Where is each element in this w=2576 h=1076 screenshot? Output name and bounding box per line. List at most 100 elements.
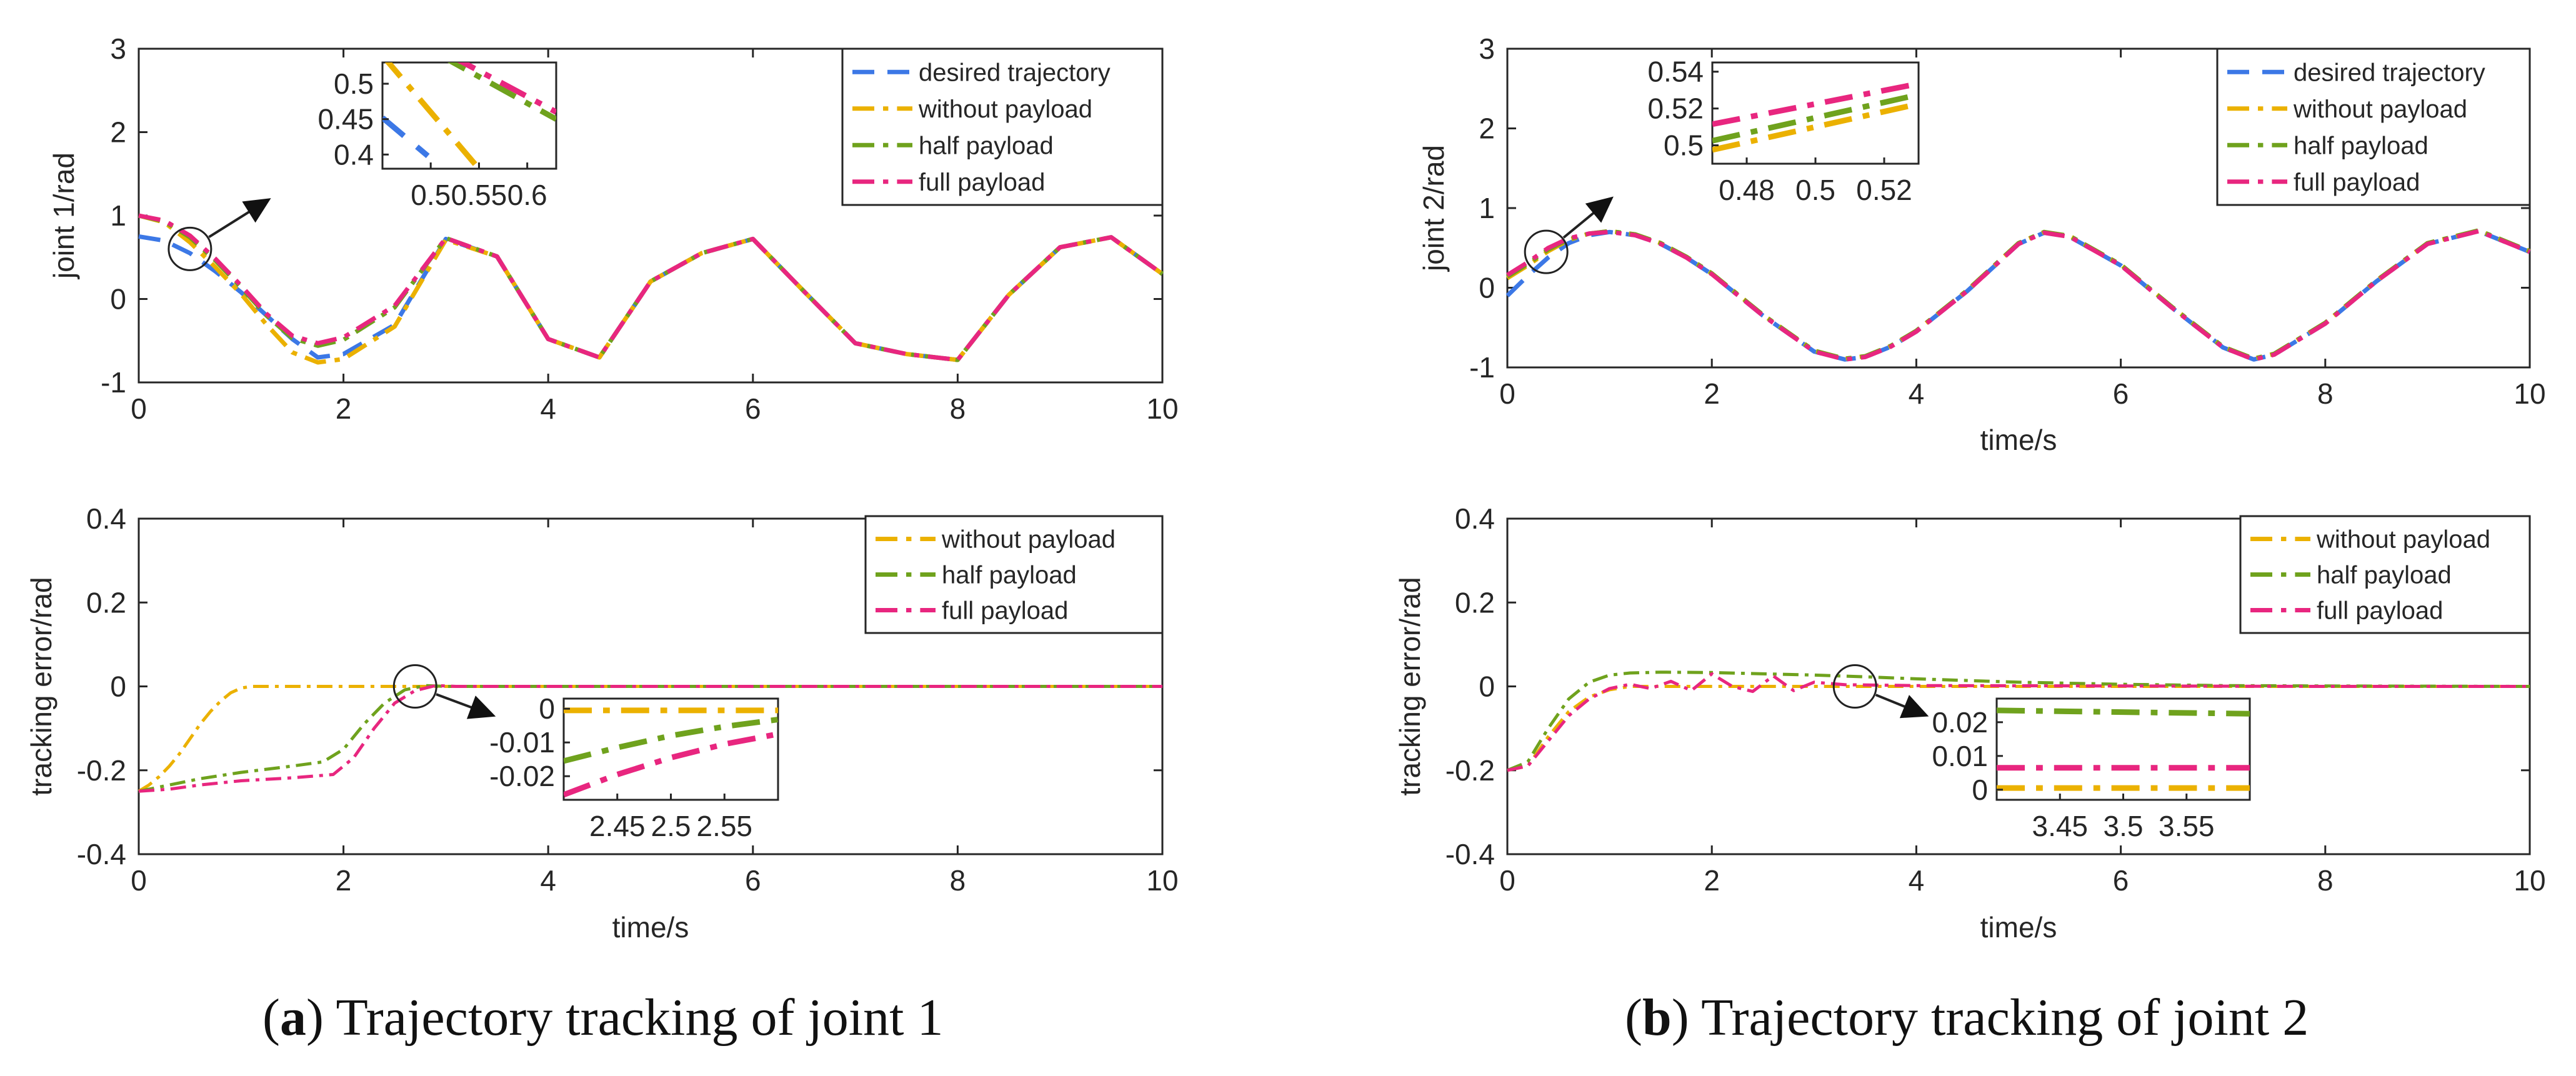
- x-tick-label: 10: [2514, 864, 2545, 897]
- y-tick-label: 0: [1479, 272, 1495, 304]
- legend-box: [864, 515, 1164, 634]
- x-axis-label: time/s: [612, 911, 689, 944]
- zoom-arrow-head: [466, 695, 496, 719]
- caption-a: (a) Trajectory tracking of joint 1: [262, 989, 944, 1047]
- inset-y-tick-label: 0.5: [334, 67, 374, 100]
- inset-x-tick-label: 3.45: [2032, 810, 2088, 842]
- series-line-full: [1506, 229, 2531, 362]
- zoom-arrow-head: [1585, 196, 1614, 223]
- legend-entry-without: without payload: [2316, 526, 2490, 554]
- inset-y-tick-label: 0.4: [334, 138, 374, 171]
- inset-y-tick-label: -0.02: [489, 760, 555, 792]
- legend-entry-half: half payload: [919, 132, 1054, 159]
- x-tick-label: 4: [1909, 864, 1925, 897]
- y-tick-label: -1: [1469, 351, 1495, 384]
- inset-y-tick-label: -0.01: [489, 726, 555, 759]
- inset-a-bottom: 2.45 2.5 2.55 0-0.01-0.02: [489, 692, 779, 842]
- x-tick-label: 4: [1909, 377, 1925, 410]
- y-tick-label: 0.2: [1455, 586, 1495, 619]
- zoom-circle: [392, 664, 437, 709]
- x-tick-label: 10: [1146, 864, 1178, 897]
- y-axis-label: joint 2/rad: [1417, 145, 1450, 272]
- legend-entry-half: half payload: [2317, 562, 2452, 589]
- caption-a-text: Trajectory tracking of joint 1: [323, 989, 944, 1047]
- inset-x-tick-label: 2.45: [589, 810, 646, 842]
- series-line-full: [138, 684, 1162, 793]
- series-line-full: [1507, 672, 2530, 772]
- x-tick-label: 6: [745, 392, 761, 425]
- x-tick-label: 0: [131, 864, 147, 897]
- y-tick-label: 0.2: [86, 586, 126, 619]
- inset-x-tick-label: 0.48: [1719, 174, 1775, 206]
- legend-entry-half: half payload: [2294, 132, 2429, 159]
- y-tick-label: 1: [1479, 192, 1495, 224]
- series-line-full: [138, 213, 1164, 362]
- y-tick-label: -0.2: [77, 754, 126, 787]
- zoom-arrow: [1875, 694, 1910, 710]
- y-tick-label: 0: [110, 670, 126, 703]
- zoom-circle: [1832, 664, 1877, 709]
- inset-y-tick-label: 0.5: [1664, 129, 1704, 162]
- y-axis-label: tracking error/rad: [1394, 577, 1426, 795]
- x-tick-label: 6: [745, 864, 761, 897]
- y-tick-label: -0.2: [1445, 754, 1495, 787]
- x-tick-label: 0: [131, 392, 147, 425]
- inset-x-tick-label: 2.55: [696, 810, 752, 842]
- inset-b-bottom: 3.45 3.5 3.55 0.020.010: [1932, 697, 2251, 842]
- inset-y-tick-label: 0: [1972, 774, 1988, 806]
- legend-entry-half: half payload: [942, 562, 1077, 589]
- caption-b-text: Trajectory tracking of joint 2: [1689, 989, 2309, 1047]
- inset-series-half: [447, 62, 556, 122]
- zoom-circle: [1524, 229, 1569, 274]
- inset-y-tick-label: 0.02: [1932, 706, 1988, 739]
- inset-x-tick-label: 3.55: [2159, 810, 2215, 842]
- legend-entry-full: full payload: [2317, 597, 2443, 625]
- x-tick-label: 10: [1146, 392, 1178, 425]
- inset-lines: [564, 707, 778, 798]
- inset-x-tick-label: 0.6: [507, 179, 547, 211]
- x-axis-label: time/s: [1980, 424, 2057, 456]
- inset-box: [1995, 697, 2251, 801]
- series-line-half: [1507, 670, 2530, 772]
- inset-series-half: [1712, 92, 1919, 144]
- zoom-arrow: [208, 208, 254, 238]
- inset-box: [381, 61, 557, 170]
- y-tick-label: -0.4: [1445, 838, 1495, 870]
- y-tick-label: 2: [1479, 112, 1495, 145]
- x-tick-label: 8: [950, 864, 966, 897]
- inset-b-top: 0.48 0.5 0.52 0.54 0.52 0.5: [1647, 56, 1920, 206]
- caption-b: (b) Trajectory tracking of joint 2: [1625, 989, 2309, 1047]
- legend-entry-desired: desired trajectory: [2294, 59, 2485, 86]
- inset-a-top: 0.5 0.55 0.60.50.450.4: [317, 61, 557, 211]
- x-tick-label: 8: [950, 392, 966, 425]
- y-axis-label: tracking error/rad: [25, 577, 57, 795]
- chart-a-bottom: 0 2 4 6 8 10 -0.4 -0.2 0 0.2 0.4 time/s tracking err…: [25, 502, 1179, 944]
- legend-box: [841, 47, 1164, 206]
- inset-y-tick-label: 0.45: [317, 103, 374, 136]
- x-tick-label: 10: [2514, 377, 2545, 410]
- y-tick-label: 2: [110, 116, 126, 149]
- inset-series-without: [384, 62, 481, 169]
- inset-x-tick-label: 0.5: [411, 179, 451, 211]
- legend-entry-full: full payload: [2294, 169, 2420, 196]
- chart-b-bottom: 0 2 4 6 8 10 -0.4 -0.2 0 0.2 0.4 time/s tracking err…: [1394, 502, 2546, 944]
- y-tick-label: -1: [101, 366, 126, 399]
- legend-entry-full: full payload: [919, 169, 1045, 196]
- x-tick-label: 4: [540, 864, 556, 897]
- zoom-arrow: [436, 693, 477, 710]
- x-tick-label: 8: [2317, 377, 2334, 410]
- inset-lines: [382, 62, 556, 169]
- y-tick-label: 0: [110, 283, 126, 316]
- legend-box: [2239, 515, 2531, 634]
- legend-entry-full: full payload: [942, 597, 1068, 625]
- inset-x-tick-label: 0.52: [1856, 174, 1912, 206]
- legend-box: [2216, 47, 2531, 206]
- legend-entry-without: without payload: [918, 96, 1092, 123]
- x-tick-label: 8: [2317, 864, 2334, 897]
- y-tick-label: 1: [110, 199, 126, 232]
- inset-series-full: [564, 731, 778, 798]
- inset-series-desired: [382, 115, 430, 159]
- legend-entry-desired: desired trajectory: [919, 59, 1111, 86]
